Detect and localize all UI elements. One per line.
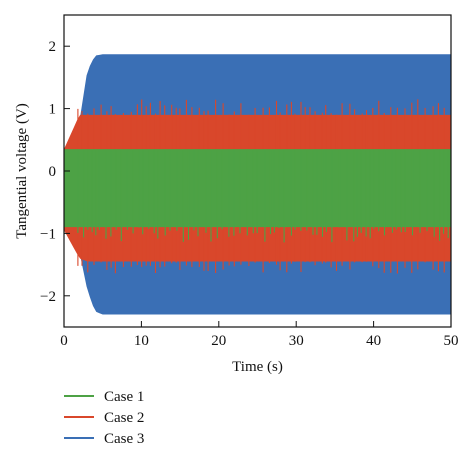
x-axis-label: Time (s)	[232, 359, 283, 375]
legend: Case 1 Case 2 Case 3	[64, 389, 144, 447]
y-axis-label: Tangential voltage (V)	[14, 103, 30, 239]
series-case-1	[64, 149, 451, 243]
y-tick-label: 0	[49, 164, 57, 180]
tick-layer: 0 10 20 30 40 50 −2 −1 0 1 2	[40, 39, 458, 349]
y-tick-label: 1	[49, 102, 57, 118]
x-tick-label: 0	[60, 333, 68, 349]
x-tick-label: 30	[289, 333, 304, 349]
x-tick-label: 10	[134, 333, 149, 349]
y-tick-label: −2	[40, 289, 56, 305]
y-tick-label: 2	[49, 39, 57, 55]
legend-item: Case 3	[64, 431, 144, 447]
y-tick-label: −1	[40, 226, 56, 242]
legend-label: Case 2	[104, 410, 144, 426]
legend-label: Case 1	[104, 389, 144, 405]
series-layer	[64, 54, 451, 315]
series-spikes	[77, 149, 449, 243]
x-tick-label: 20	[211, 333, 226, 349]
legend-item: Case 1	[64, 389, 144, 405]
legend-item: Case 2	[64, 410, 144, 426]
x-tick-label: 40	[366, 333, 381, 349]
x-tick-label: 50	[444, 333, 459, 349]
legend-label: Case 3	[104, 431, 144, 447]
